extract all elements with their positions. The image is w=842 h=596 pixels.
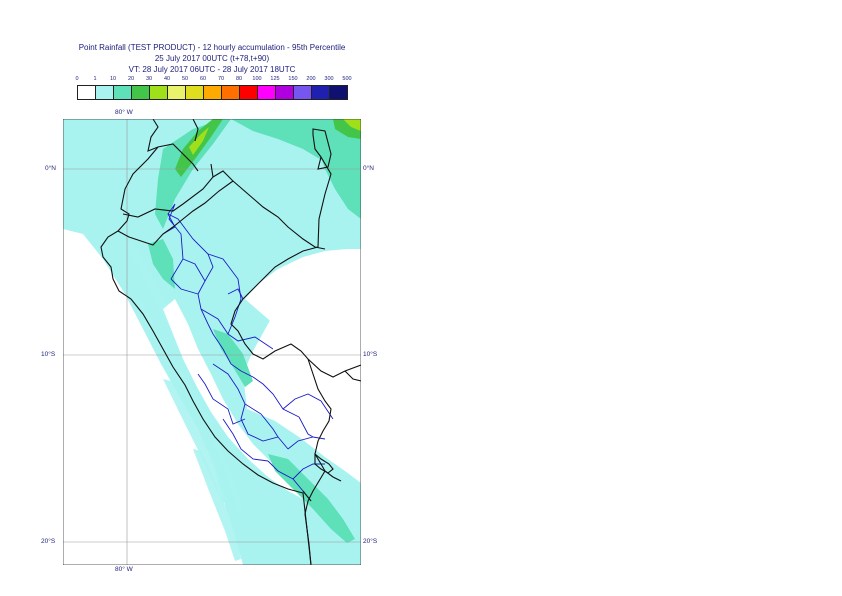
lat-label-right-20: 20°S	[363, 538, 378, 545]
legend-threshold-label: 1	[93, 76, 97, 82]
rain-field-medium	[315, 134, 361, 219]
lat-label-right-10: 10°S	[363, 351, 378, 358]
lat-label-left-10: 10°S	[41, 351, 56, 358]
legend-swatch	[239, 85, 258, 100]
legend-swatch	[95, 85, 114, 100]
legend-swatch	[167, 85, 186, 100]
rain-streak	[163, 379, 228, 503]
lat-label-left-0: 0°N	[45, 165, 56, 172]
legend-threshold-label: 30	[145, 76, 153, 82]
country-borders	[100, 119, 361, 565]
rain-field-clear-coast	[163, 299, 303, 499]
color-legend: 0 1 10 20 30 40 50 60 70 80 100 125 150 200 300 500	[75, 76, 352, 102]
legend-swatch	[275, 85, 294, 100]
map-canvas	[63, 119, 361, 565]
legend-swatch	[131, 85, 150, 100]
title-line-3: VT: 28 July 2017 06UTC - 28 July 2017 18…	[128, 65, 296, 74]
legend-threshold-label: 10	[109, 76, 117, 82]
rain-field-clear-interior	[245, 249, 361, 369]
title-line-1: Point Rainfall (TEST PRODUCT) - 12 hourl…	[78, 43, 346, 52]
legend-swatch	[293, 85, 312, 100]
title-line-2: 25 July 2017 00UTC (t+78,t+90)	[154, 54, 270, 63]
legend-swatch	[77, 85, 96, 100]
lat-label-left-20: 20°S	[41, 538, 56, 545]
rain-field-medium	[155, 119, 231, 229]
legend-swatch	[113, 85, 132, 100]
legend-threshold-label: 100	[252, 76, 262, 82]
legend-threshold-label: 20	[127, 76, 135, 82]
rain-streak	[193, 449, 241, 561]
legend-swatch	[221, 85, 240, 100]
rain-field-clear-ocean	[63, 229, 243, 565]
rain-field-medium	[148, 239, 175, 289]
legend-threshold-label: 500	[342, 76, 352, 82]
legend-threshold-label: 300	[324, 76, 334, 82]
map-title: Point Rainfall (TEST PRODUCT) - 12 hourl…	[0, 42, 424, 75]
rain-field-heavy	[343, 119, 361, 131]
legend-swatch	[149, 85, 168, 100]
legend-swatch	[203, 85, 222, 100]
legend-threshold-label: 60	[199, 76, 207, 82]
legend-swatch	[257, 85, 276, 100]
legend-threshold-label: 70	[217, 76, 225, 82]
rain-field-medium	[268, 454, 355, 543]
legend-swatch	[185, 85, 204, 100]
legend-threshold-label: 50	[181, 76, 189, 82]
legend-threshold-label: 200	[306, 76, 316, 82]
legend-threshold-label: 0	[75, 76, 79, 82]
rain-field-heavy	[175, 119, 223, 177]
legend-threshold-label: 80	[235, 76, 243, 82]
lat-label-right-0: 0°N	[363, 165, 374, 172]
rain-field-heavy	[189, 127, 209, 155]
legend-swatch	[329, 85, 348, 100]
legend-threshold-label: 150	[288, 76, 298, 82]
rainfall-map	[63, 119, 361, 565]
legend-swatch	[311, 85, 330, 100]
rain-streak	[203, 419, 243, 511]
lon-label-top: 80° W	[115, 109, 133, 116]
legend-threshold-label: 125	[270, 76, 280, 82]
lon-label-bottom: 80° W	[115, 566, 133, 573]
legend-threshold-label: 40	[163, 76, 171, 82]
